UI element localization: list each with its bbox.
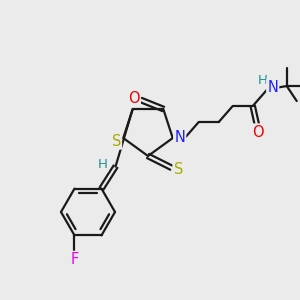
Text: O: O: [252, 124, 263, 140]
Text: S: S: [112, 134, 121, 148]
Text: F: F: [70, 252, 79, 267]
Text: O: O: [128, 91, 140, 106]
Text: H: H: [258, 74, 268, 86]
Text: S: S: [174, 162, 183, 177]
Text: N: N: [267, 80, 278, 94]
Text: H: H: [98, 158, 107, 171]
Text: N: N: [174, 130, 185, 145]
